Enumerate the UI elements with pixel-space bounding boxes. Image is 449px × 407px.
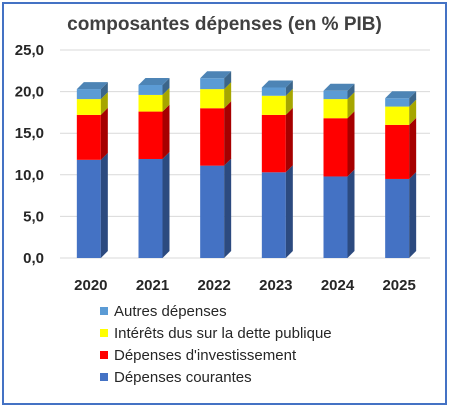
bar-top (200, 71, 232, 79)
bar-segment (261, 172, 286, 258)
bar-segment-side (285, 80, 293, 96)
bar-segment-side (100, 107, 108, 160)
bar-segment-side (224, 158, 232, 258)
bar-segment-side (285, 88, 293, 115)
chart-legend: Autres dépenses Intérêts dus sur la dette… (100, 300, 332, 388)
x-tick-label: 2022 (197, 277, 230, 294)
bar-segment (138, 111, 163, 159)
bar-segment (200, 78, 225, 90)
bar-segment-side (224, 101, 232, 166)
bar-segment (200, 108, 225, 166)
chart-title: composantes dépenses (en % PIB) (67, 14, 382, 35)
bar-segment-side (285, 165, 293, 258)
y-tick-label: 5,0 (23, 208, 44, 225)
bar-segment-side (409, 91, 417, 107)
bar-top (76, 82, 108, 90)
bar-segment (323, 90, 348, 100)
bar-segment (200, 89, 225, 109)
bar-top (138, 77, 170, 85)
bar-segment-side (347, 169, 355, 258)
bar-top (261, 80, 293, 88)
legend-item: Autres dépenses (100, 300, 332, 322)
bar-segment-side (162, 77, 170, 95)
bar-segment (76, 89, 101, 100)
bar-segment (323, 118, 348, 177)
bar-segment-side (409, 171, 417, 258)
bar-segment (323, 176, 348, 258)
bar-segment-side (409, 117, 417, 179)
bar-segment-side (100, 92, 108, 115)
bar-segment-side (224, 71, 232, 90)
bar-segment (323, 99, 348, 119)
legend-item: Intérêts dus sur la dette publique (100, 322, 332, 344)
bar-segment (76, 114, 101, 160)
x-tick-label: 2024 (321, 277, 355, 294)
legend-swatch (100, 351, 108, 359)
bar-segment-side (162, 87, 170, 112)
x-tick-label: 2020 (74, 277, 107, 294)
bar-segment (261, 87, 286, 96)
legend-swatch (100, 329, 108, 337)
bar-segment (138, 84, 163, 95)
bar-segment (385, 106, 410, 125)
x-tick-label: 2025 (382, 277, 415, 294)
y-tick-label: 0,0 (23, 250, 44, 267)
bar-segment (261, 95, 286, 115)
bar-segment-side (347, 83, 355, 100)
bar-segment-side (285, 107, 293, 173)
legend-item: Dépenses courantes (100, 366, 332, 388)
x-tick-label: 2021 (136, 277, 169, 294)
y-tick-label: 20,0 (15, 84, 44, 101)
bar-segment-side (100, 82, 108, 100)
bar-segment-side (224, 82, 232, 109)
legend-label: Dépenses courantes (114, 368, 252, 386)
bar-segment-side (162, 104, 170, 159)
bar-segment (385, 98, 410, 107)
bar-segment (76, 159, 101, 258)
y-tick-label: 25,0 (15, 42, 44, 59)
legend-item: Dépenses d'investissement (100, 344, 332, 366)
y-tick-label: 15,0 (15, 125, 44, 142)
x-tick-label: 2023 (259, 277, 292, 294)
bar-top (385, 91, 417, 99)
bar-segment (138, 94, 163, 112)
bar-segment (200, 165, 225, 258)
bar-segment (385, 124, 410, 179)
bar-segment-side (347, 92, 355, 119)
bar-segment (261, 114, 286, 173)
bar-segment (138, 158, 163, 258)
legend-label: Dépenses d'investissement (114, 346, 297, 364)
bar-segment-side (347, 111, 355, 177)
bar-segment (76, 99, 101, 115)
legend-label: Intérêts dus sur la dette publique (114, 324, 332, 342)
bar-segment-side (409, 99, 417, 125)
legend-label: Autres dépenses (114, 302, 227, 320)
bar-segment-side (162, 151, 170, 258)
bar-segment-side (100, 152, 108, 258)
legend-swatch (100, 307, 108, 315)
y-tick-label: 10,0 (15, 167, 44, 184)
legend-swatch (100, 373, 108, 381)
bar-segment (385, 178, 410, 258)
bar-top (323, 83, 355, 91)
